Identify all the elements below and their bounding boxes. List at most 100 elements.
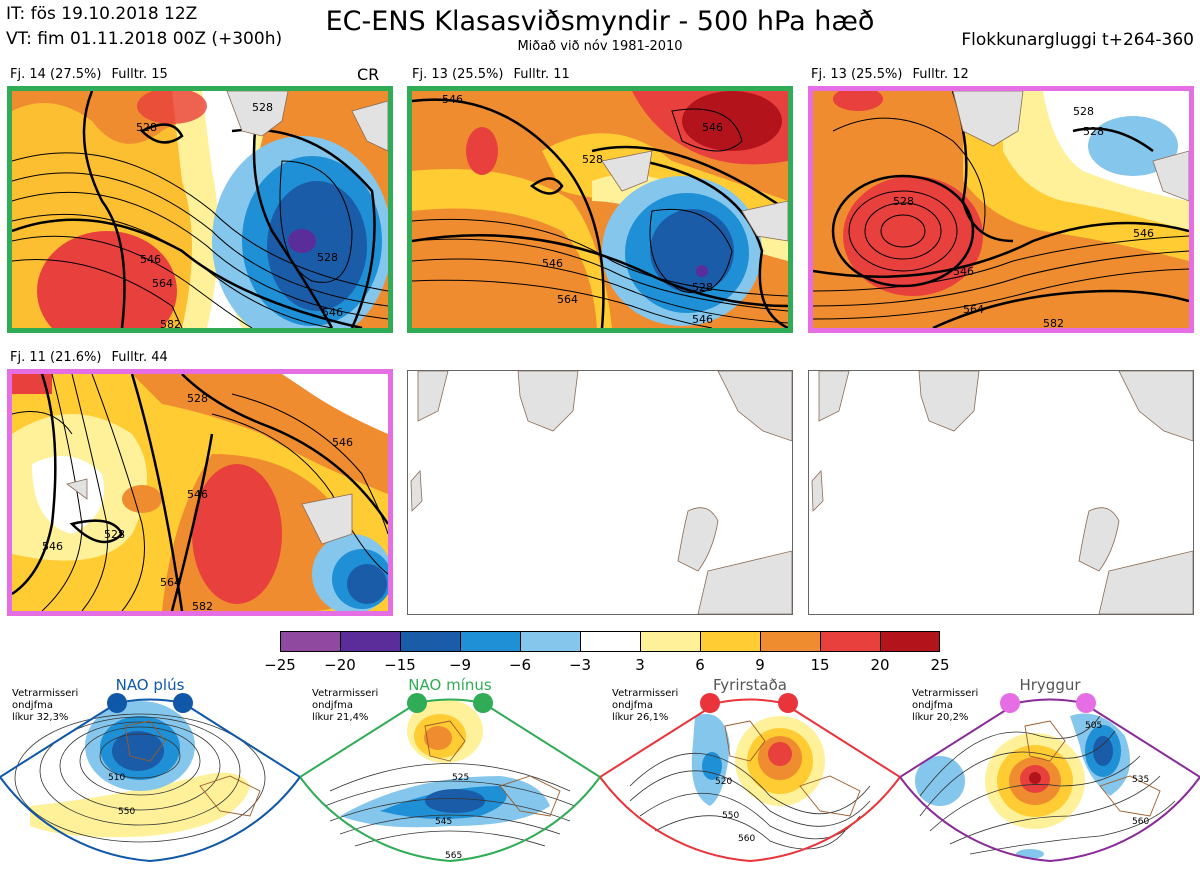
regime-3-info-line: Vetrarmisseri (612, 688, 679, 699)
colorbar-swatch (520, 631, 580, 652)
regime-4-name: Hryggur (1019, 676, 1081, 694)
panel-1-rep: Fulltr. 15 (111, 67, 168, 82)
regime-1-name: NAO plús (115, 676, 185, 694)
colorbar-tick: 15 (810, 656, 830, 674)
colorbar-swatch (460, 631, 520, 652)
regime-2-contour-label: 545 (435, 817, 452, 827)
regime-1-svg: 510 550 (0, 693, 300, 863)
regime-1-marker-left (107, 693, 127, 713)
regime-1-info-line: ondjfma (12, 700, 53, 711)
regime-4-info-line: Vetrarmisseri (912, 688, 979, 699)
colorbar-swatch (880, 631, 940, 652)
colorbar-swatch (280, 631, 340, 652)
regime-3-contour-label: 550 (722, 811, 739, 821)
panel-2-label: Fj. 13 (25.5%) Fulltr. 11 (412, 67, 580, 82)
panel-2-contour-label: 528 (582, 153, 603, 166)
colorbar-tick: 20 (870, 656, 890, 674)
panel-2-contour-label: 564 (557, 293, 578, 306)
panel-1-map: 528 546 564 528 546 582 528 (7, 86, 393, 333)
panel-4-map: 528 546 546 528 564 582 546 (7, 369, 393, 616)
regime-3-info-line: ondjfma (612, 700, 653, 711)
regime-4-contour-label: 505 (1085, 721, 1102, 731)
regime-4-marker-right (1076, 693, 1096, 713)
regime-4-marker-left (1000, 693, 1020, 713)
panel-3-contour-label: 564 (963, 303, 984, 316)
panel-2-contour-label: 546 (692, 313, 713, 326)
regime-3-marker-left (700, 693, 720, 713)
panel-2-contour-label: 546 (442, 93, 463, 106)
regime-2-contour-label: 565 (445, 851, 462, 861)
page-subtitle: Miðað við nóv 1981-2010 (517, 39, 683, 54)
colorbar-tick: −15 (384, 656, 416, 674)
panel-1-contour-label: 528 (317, 251, 338, 264)
regime-1-contour-label: 510 (108, 773, 125, 783)
panel-2-contour-label: 546 (702, 121, 723, 134)
regime-3-marker-right (778, 693, 798, 713)
panel-1-contour-label: 564 (152, 277, 173, 290)
panel-1-contour-label: 546 (140, 253, 161, 266)
regime-2-name: NAO mínus (408, 676, 492, 694)
panel-2-rep: Fulltr. 11 (513, 67, 570, 82)
colorbar-tick: 6 (695, 656, 705, 674)
panel-1-contour-label: 528 (136, 121, 157, 134)
colorbar-swatch (580, 631, 640, 652)
regime-3-name: Fyrirstaða (713, 676, 787, 694)
panel-1-label: Fj. 14 (27.5%) Fulltr. 15 (10, 67, 178, 82)
colorbar: −25 −20 −15 −9 −6 −3 3 6 9 15 20 25 (264, 631, 950, 677)
regime-4-info-line: líkur 20,2% (912, 712, 969, 723)
regime-2-info: Vetrarmisseri ondjfma líkur 21,4% (312, 688, 378, 724)
colorbar-swatch (820, 631, 880, 652)
regime-nao-plus: 510 550 NAO plús Vetrarmisseri ondjfma l… (0, 676, 300, 871)
panel-4-contour-label: 546 (42, 540, 63, 553)
regime-1-info-line: Vetrarmisseri (12, 688, 79, 699)
regime-3-info: Vetrarmisseri ondjfma líkur 26,1% (612, 688, 678, 724)
regime-blocking: 520 550 560 Fyrirstaða Vetrarmisseri ond… (600, 676, 900, 871)
colorbar-tick: −20 (324, 656, 356, 674)
panel-2-map: 546 528 546 546 564 546 528 (407, 86, 793, 333)
panel-4-rep: Fulltr. 44 (111, 350, 168, 365)
panel-2-count: Fj. 13 (25.5%) (412, 67, 504, 82)
regime-1-contour-label: 550 (118, 807, 135, 817)
colorbar-swatch (760, 631, 820, 652)
colorbar-swatch (700, 631, 760, 652)
colorbar-tick: −6 (508, 656, 532, 674)
panel-4-contour-label: 564 (160, 576, 181, 589)
panel-5-map (407, 370, 793, 615)
panel-4-contour-label: 546 (332, 436, 353, 449)
panel-2-svg: 546 528 546 546 564 546 528 (412, 91, 788, 328)
panel-2-contour-label: 528 (692, 281, 713, 294)
panel-1-count: Fj. 14 (27.5%) (10, 67, 102, 82)
regime-4-svg: 505 535 560 (900, 693, 1200, 863)
panel-1-tag: CR (357, 65, 380, 84)
panel-2-contour-label: 546 (542, 257, 563, 270)
panel-6-map (808, 370, 1194, 615)
regime-2-info-line: líkur 21,4% (312, 712, 369, 723)
panel-3-map: 528 528 546 546 564 582 528 (808, 86, 1194, 333)
panel-4-svg: 528 546 546 528 564 582 546 (12, 374, 388, 611)
panel-3-count: Fj. 13 (25.5%) (811, 67, 903, 82)
panel-1-contour-label: 528 (252, 101, 273, 114)
panel-4-contour-label: 528 (104, 528, 125, 541)
regime-2-svg: 525 545 565 (300, 693, 600, 863)
panel-5-svg (408, 371, 792, 614)
panel-4-count: Fj. 11 (21.6%) (10, 350, 102, 365)
panel-4-contour-label: 546 (187, 488, 208, 501)
colorbar-tick: 3 (635, 656, 645, 674)
panel-3-contour-label: 546 (1133, 227, 1154, 240)
panel-6-svg (809, 371, 1193, 614)
colorbar-tick: −25 (264, 656, 296, 674)
regime-1-info-line: líkur 32,3% (12, 712, 69, 723)
colorbar-swatch (640, 631, 700, 652)
regime-2-info-line: Vetrarmisseri (312, 688, 379, 699)
panel-1-contour-label: 546 (322, 306, 343, 319)
regime-ridge: 505 535 560 Hryggur Vetrarmisseri ondjfm… (900, 676, 1200, 871)
regime-3-svg: 520 550 560 (600, 693, 900, 863)
colorbar-swatch (400, 631, 460, 652)
regime-4-contour-label: 560 (1132, 817, 1149, 827)
page-title: EC-ENS Klasasviðsmyndir - 500 hPa hæð (325, 6, 875, 37)
panel-1-contour-label: 582 (160, 318, 181, 328)
regime-4-contour-label: 535 (1132, 775, 1149, 785)
panel-1-svg: 528 546 564 528 546 582 528 (12, 91, 388, 328)
colorbar-tick: −3 (568, 656, 592, 674)
panel-3-contour-label: 528 (1083, 125, 1104, 138)
